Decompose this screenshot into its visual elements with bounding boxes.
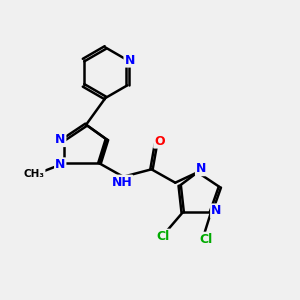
Text: N: N bbox=[55, 133, 65, 146]
Text: N: N bbox=[196, 162, 206, 175]
Text: N: N bbox=[124, 54, 135, 67]
Text: N: N bbox=[211, 204, 221, 218]
Text: Cl: Cl bbox=[157, 230, 170, 243]
Text: CH₃: CH₃ bbox=[24, 169, 45, 179]
Text: O: O bbox=[154, 135, 165, 148]
Text: NH: NH bbox=[111, 176, 132, 189]
Text: Cl: Cl bbox=[200, 233, 213, 246]
Text: N: N bbox=[55, 158, 65, 171]
